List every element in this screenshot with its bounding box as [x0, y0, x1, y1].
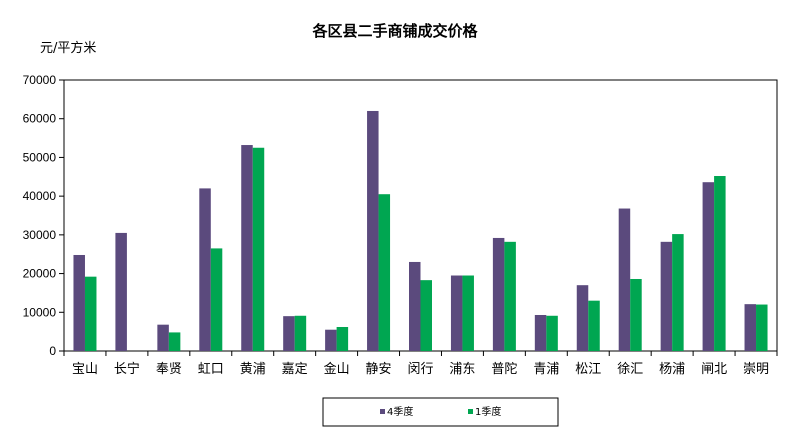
bar-series-2-金山	[336, 326, 349, 351]
bar-series-2-徐汇	[630, 278, 642, 351]
x-category-label: 普陀	[491, 361, 517, 377]
bar-series-2-杨浦	[672, 234, 684, 351]
x-category-label: 闵行	[407, 362, 433, 377]
x-category-label: 徐汇	[617, 362, 643, 377]
bar-series-1-嘉定	[283, 316, 295, 351]
bar-series-1-静安	[367, 110, 379, 351]
bar-series-2-宝山	[84, 276, 97, 351]
x-category-label: 奉贤	[156, 362, 182, 377]
x-category-label: 嘉定	[282, 362, 308, 377]
bar-group	[73, 110, 768, 351]
x-category-label: 松江	[575, 362, 601, 377]
bar-series-1-长宁	[115, 232, 127, 351]
chart-title: 各区县二手商铺成交价格	[311, 22, 478, 40]
x-category-label: 虹口	[198, 362, 224, 377]
bar-series-1-闵行	[409, 261, 421, 351]
y-tick-label: 20000	[23, 267, 57, 281]
bar-series-1-崇明	[744, 304, 757, 351]
bar-series-2-闸北	[714, 176, 726, 351]
bar-series-1-徐汇	[618, 208, 631, 351]
bar-series-1-闸北	[702, 182, 715, 351]
bar-series-1-松江	[576, 285, 589, 351]
bar-series-1-金山	[325, 329, 337, 351]
bar-series-1-宝山	[73, 254, 85, 351]
legend-swatch-series-1	[380, 409, 385, 414]
y-tick-label: 30000	[23, 228, 57, 242]
y-tick-label: 0	[49, 344, 56, 358]
x-category-label: 杨浦	[659, 362, 685, 377]
legend-box	[322, 397, 559, 427]
bar-series-2-奉贤	[168, 332, 181, 351]
bar-series-1-虹口	[199, 188, 211, 351]
bar-series-2-嘉定	[294, 315, 307, 351]
x-category-label: 宝山	[72, 362, 98, 377]
bar-series-2-闵行	[420, 280, 432, 351]
bar-series-1-普陀	[492, 237, 505, 351]
bar-series-1-浦东	[450, 275, 463, 351]
x-category-label: 崇明	[743, 362, 769, 377]
y-tick-label: 50000	[23, 150, 57, 164]
x-category-label: 青浦	[533, 362, 559, 377]
bar-series-2-松江	[588, 300, 600, 351]
x-category-label: 长宁	[114, 361, 140, 377]
bar-series-1-杨浦	[660, 241, 673, 351]
bar-series-1-青浦	[534, 314, 547, 351]
bar-series-2-普陀	[504, 241, 516, 351]
x-category-label: 浦东	[449, 362, 475, 377]
legend: 4季度 1季度	[322, 397, 559, 427]
y-tick-label: 70000	[23, 73, 57, 87]
y-tick-label: 10000	[23, 305, 57, 319]
legend-label-series-1: 4季度	[387, 405, 413, 418]
bar-series-2-虹口	[210, 248, 223, 351]
y-axis-label: 元/平方米	[40, 40, 96, 56]
bar-series-2-黄浦	[252, 147, 265, 351]
y-tick-label: 60000	[23, 112, 57, 126]
legend-label-series-2: 1季度	[475, 405, 501, 418]
x-category-label: 金山	[324, 361, 350, 377]
bar-series-1-奉贤	[157, 324, 169, 351]
bar-series-1-黄浦	[241, 145, 253, 351]
bar-series-2-静安	[378, 194, 391, 351]
y-tick-label: 40000	[23, 189, 57, 203]
legend-swatch-series-2	[468, 409, 473, 414]
bar-series-2-青浦	[546, 315, 558, 351]
bar-series-2-崇明	[756, 304, 768, 351]
bar-series-2-浦东	[462, 275, 474, 351]
x-category-label: 黄浦	[240, 362, 266, 377]
y-axis: 0 10000 20000 30000 40000 50000 60000 70000	[23, 73, 64, 358]
x-category-label: 静安	[366, 362, 392, 377]
x-axis: 宝山 长宁 奉贤 虹口 黄浦 嘉定 金山 静安 闵行 浦东 普陀 青浦 松江 徐汇 杨浦 闸北 崇明	[63, 351, 778, 377]
x-category-label: 闸北	[701, 362, 727, 377]
